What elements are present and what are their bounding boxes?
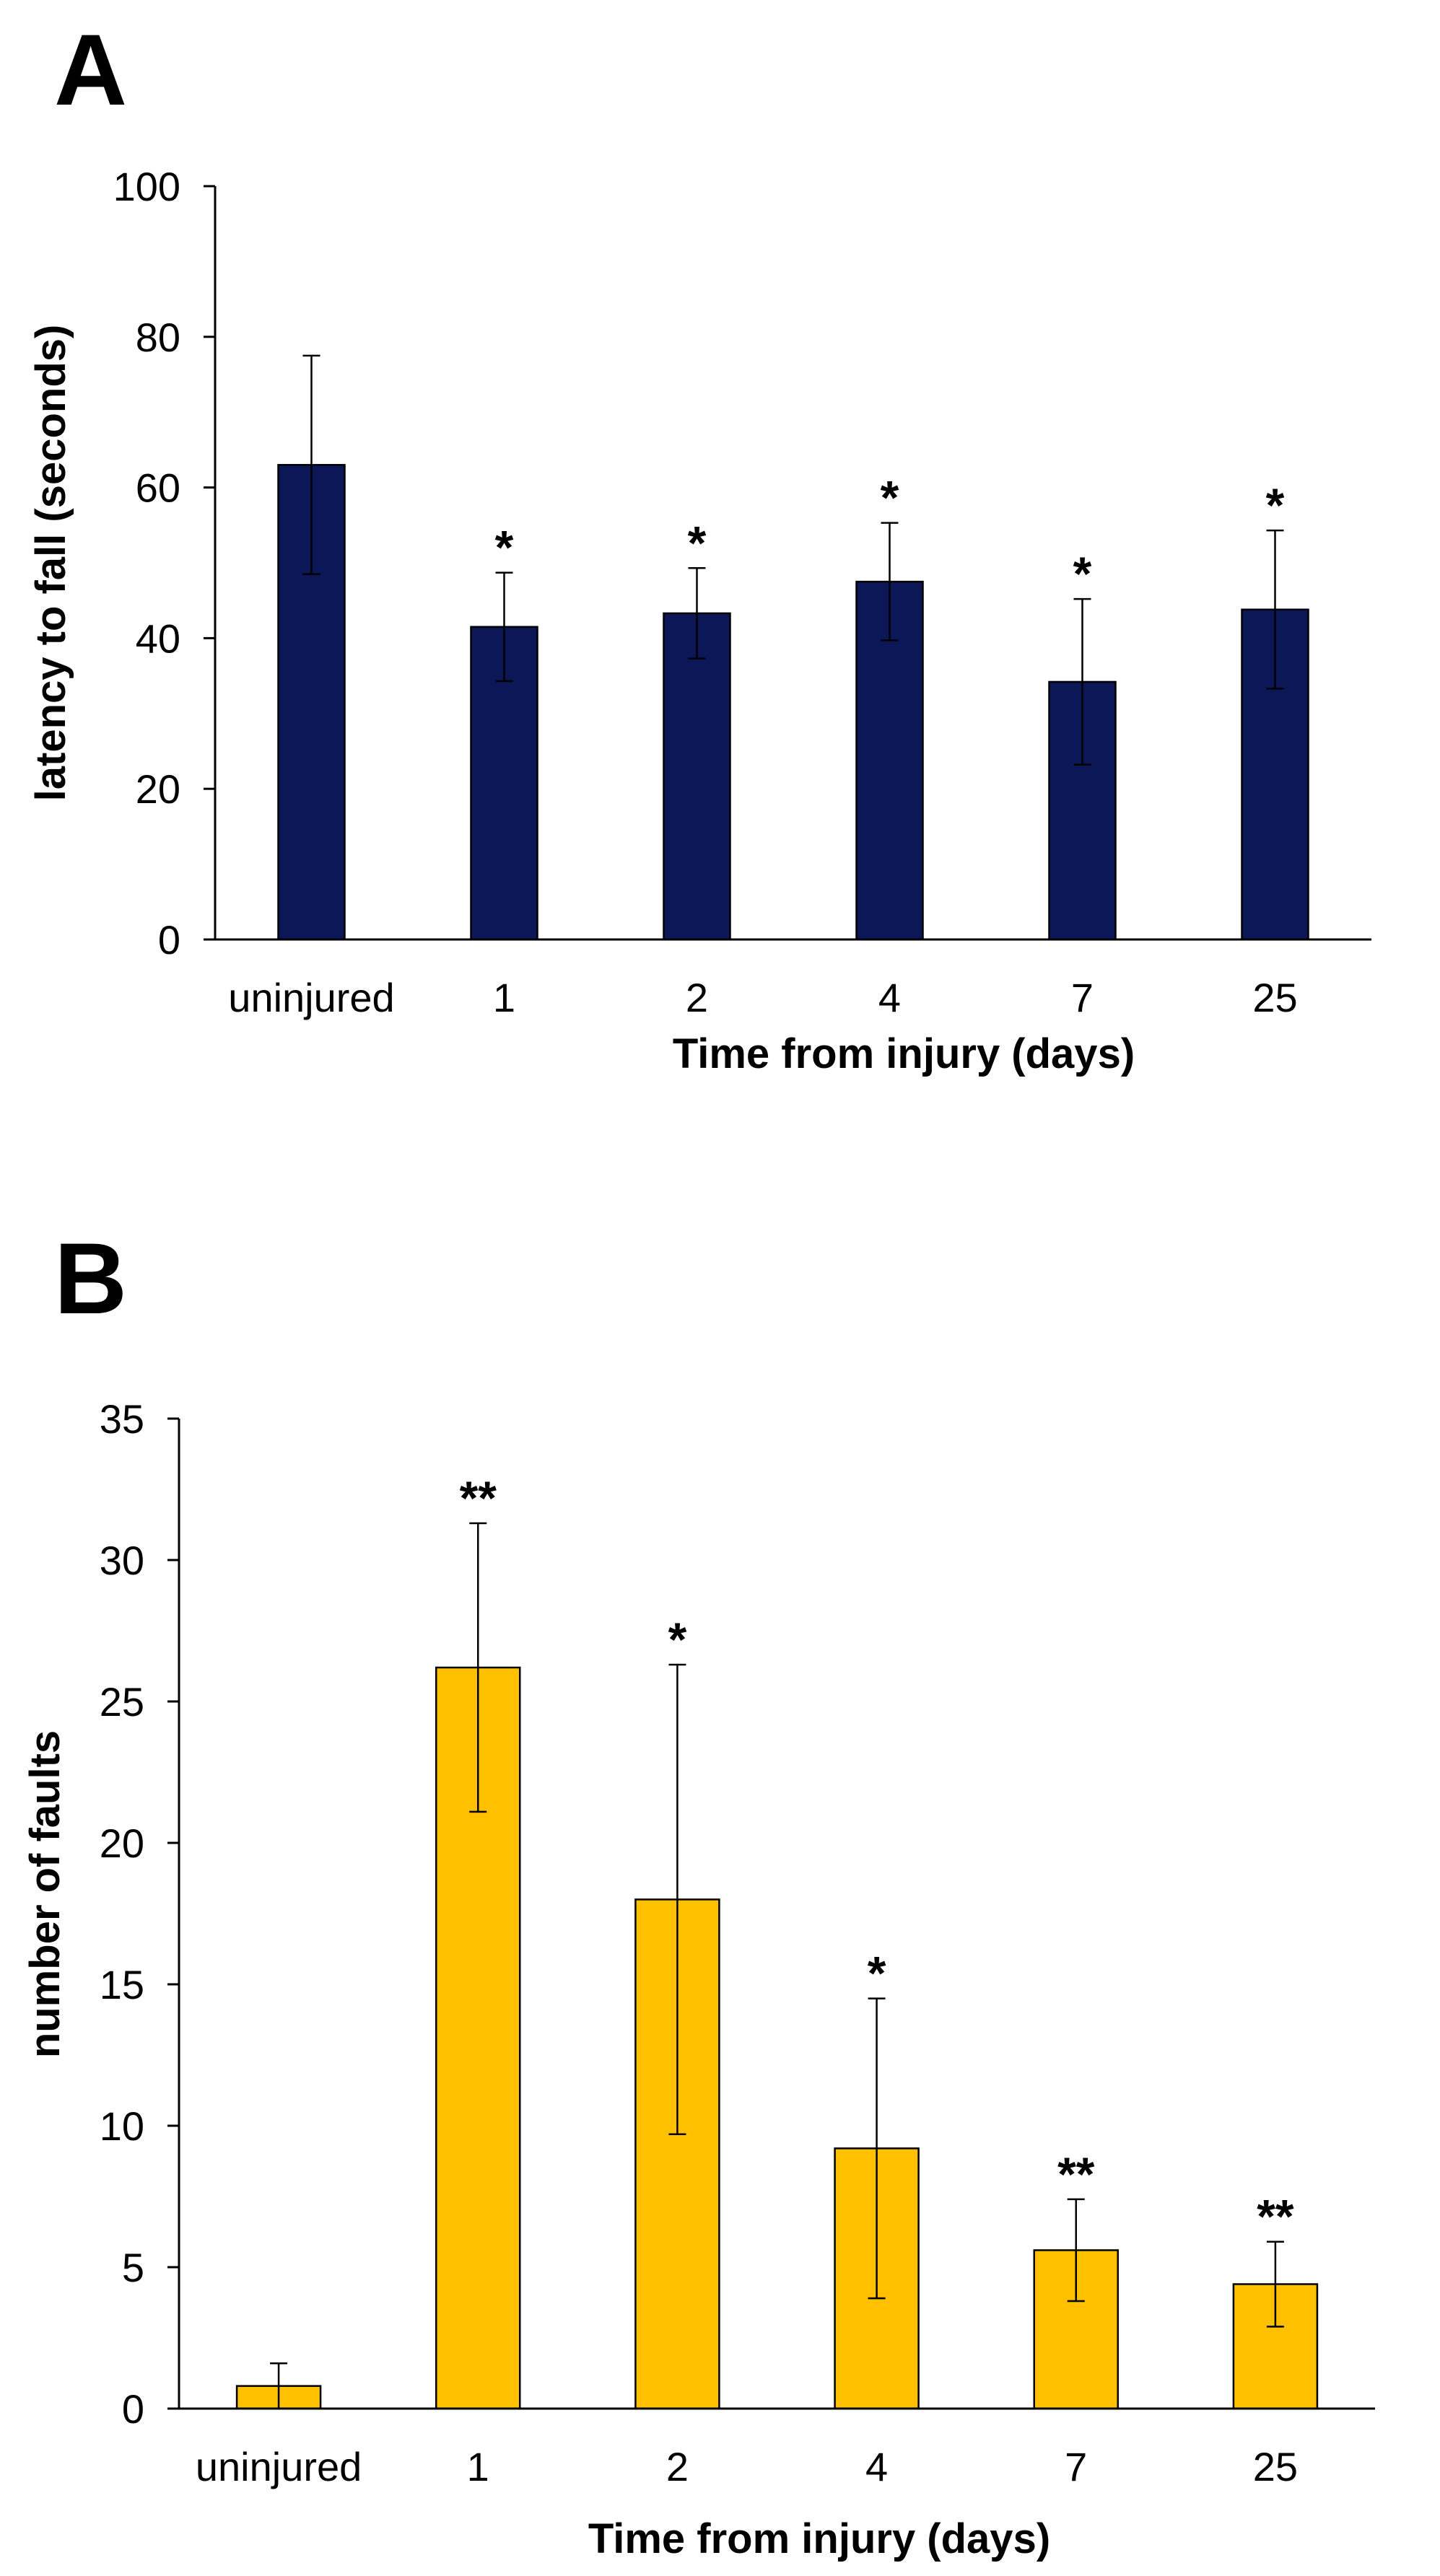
panel-b-significance-7: ** — [1057, 2147, 1095, 2201]
panel-a-significance-marks: * * * * * — [495, 471, 1285, 600]
panel-b-error-bars — [270, 1522, 1284, 2410]
panel-b-y-tick-label: 0 — [122, 2386, 144, 2432]
panel-a-x-ticks: uninjured 1 2 4 7 25 — [228, 975, 1297, 1020]
panel-b-y-tick-label: 25 — [100, 1679, 144, 1725]
panel-b-x-ticks: uninjured 1 2 4 7 25 — [196, 2444, 1298, 2489]
panel-a-error-bar-uninjured — [302, 354, 320, 575]
panel-a-error-bar-7 — [1073, 597, 1091, 766]
panel-b-x-tick-label: uninjured — [196, 2444, 362, 2489]
panel-b-error-bar-25 — [1266, 2240, 1284, 2328]
panel-b-y-ticks: 0 5 10 15 20 25 30 35 — [100, 1396, 179, 2432]
panel-b-y-axis-title: number of faults — [22, 1730, 69, 2058]
panel-b-significance-2: * — [668, 1613, 687, 1666]
panel-a-x-tick-label: 2 — [686, 975, 708, 1020]
panel-a-error-bar-1 — [495, 571, 513, 683]
panel-a-x-tick-label: 4 — [878, 975, 901, 1020]
panel-b-significance-25: ** — [1257, 2190, 1294, 2243]
panel-b-error-bar-4 — [868, 1997, 886, 2300]
panel-a-y-axis-title: latency to fall (seconds) — [27, 325, 74, 802]
panel-b-y-tick-label: 35 — [100, 1396, 144, 1442]
panel-a-significance-7: * — [1073, 547, 1092, 600]
panel-a-x-tick-label: 1 — [493, 975, 515, 1020]
panel-a-y-tick-label: 40 — [136, 615, 180, 661]
panel-a-y-tick-label: 60 — [136, 465, 180, 511]
panel-b-x-tick-label: 2 — [666, 2444, 689, 2489]
panel-b-y-tick-label: 30 — [100, 1538, 144, 1583]
panel-b-y-tick-label: 10 — [100, 2103, 144, 2149]
panel-b-x-tick-label: 1 — [467, 2444, 489, 2489]
panel-b-letter: B — [54, 1222, 127, 1335]
panel-a-error-bar-2 — [688, 567, 706, 660]
panel-b-bar-25 — [1232, 2283, 1319, 2410]
panel-b-y-tick-label: 5 — [122, 2245, 144, 2290]
panel-b-x-axis-title: Time from injury (days) — [588, 2515, 1050, 2562]
panel-b-x-tick-label: 25 — [1253, 2444, 1298, 2489]
panel-b-significance-4: * — [868, 1947, 886, 2000]
panel-b-significance-1: ** — [460, 1471, 497, 1525]
panel-a-significance-1: * — [495, 521, 514, 574]
panel-b-bars — [235, 1666, 1319, 2410]
panel-a-bars — [277, 464, 1309, 941]
panel-a-error-bar-25 — [1266, 529, 1284, 690]
panel-a-x-axis-title: Time from injury (days) — [673, 1030, 1135, 1077]
panel-b-axes — [178, 1419, 1375, 2410]
panel-a-y-tick-label: 100 — [113, 164, 180, 209]
panel-a-significance-2: * — [688, 516, 707, 569]
panel-b-x-tick-label: 7 — [1065, 2444, 1087, 2489]
panel-a-y-ticks: 0 20 40 60 80 100 — [113, 164, 215, 963]
panel-a-chart: A * * * * * 0 20 40 60 80 100 uninjured 1 2 4 7 25 Tim… — [27, 13, 1371, 1077]
panel-a-axes — [214, 186, 1371, 941]
panel-b-significance-marks: ******** — [460, 1471, 1294, 2243]
panel-b-y-tick-label: 20 — [100, 1821, 144, 1866]
panel-a-bar-2 — [663, 612, 731, 941]
panel-a-error-bars — [302, 354, 1284, 766]
panel-a-y-tick-label: 0 — [158, 917, 180, 963]
panel-a-x-tick-label: uninjured — [228, 975, 394, 1020]
panel-b-error-bar-2 — [668, 1663, 686, 2136]
panel-b-error-bar-1 — [469, 1522, 487, 1813]
panel-a-x-tick-label: 25 — [1252, 975, 1297, 1020]
panel-a-y-tick-label: 80 — [136, 315, 180, 360]
panel-b-y-tick-label: 15 — [100, 1962, 144, 2007]
panel-a-bar-7 — [1048, 680, 1117, 941]
panel-a-x-tick-label: 7 — [1071, 975, 1094, 1020]
panel-a-y-tick-label: 20 — [136, 766, 180, 812]
panel-b-error-bar-7 — [1067, 2198, 1085, 2303]
panel-a-letter: A — [54, 13, 127, 126]
panel-b-x-tick-label: 4 — [865, 2444, 888, 2489]
panel-a-significance-25: * — [1266, 478, 1285, 532]
panel-a-error-bar-4 — [881, 522, 899, 641]
panel-a-significance-4: * — [881, 471, 899, 525]
